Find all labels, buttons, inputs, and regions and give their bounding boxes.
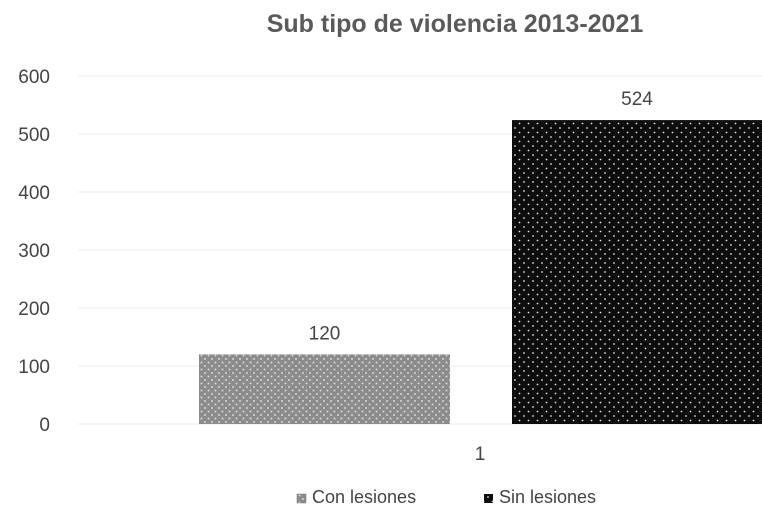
bar-con-lesiones [199,354,450,424]
legend-label-sin-lesiones: Sin lesiones [499,487,596,507]
data-label: 120 [309,323,341,344]
y-tick-label: 0 [39,415,50,436]
x-tick-label: 1 [475,444,486,465]
y-tick-label: 300 [18,241,50,262]
y-tick-label: 600 [18,67,50,88]
legend: Con lesiones Sin lesiones [296,487,596,507]
legend-swatch-sin-lesiones [484,494,493,503]
gridlines [78,75,762,425]
legend-swatch-con-lesiones [296,493,307,504]
y-tick-label: 200 [18,299,50,320]
data-labels: 120 524 [309,89,654,344]
y-tick-label: 400 [18,183,50,204]
y-tick-label: 100 [18,357,50,378]
y-tick-label: 500 [18,125,50,146]
y-axis: 0 100 200 300 400 500 600 [18,67,50,436]
data-label: 524 [621,89,653,110]
legend-label-con-lesiones: Con lesiones [312,487,416,507]
bars [199,120,762,424]
bar-sin-lesiones [512,120,762,424]
chart-title: Sub tipo de violencia 2013-2021 [267,10,644,38]
